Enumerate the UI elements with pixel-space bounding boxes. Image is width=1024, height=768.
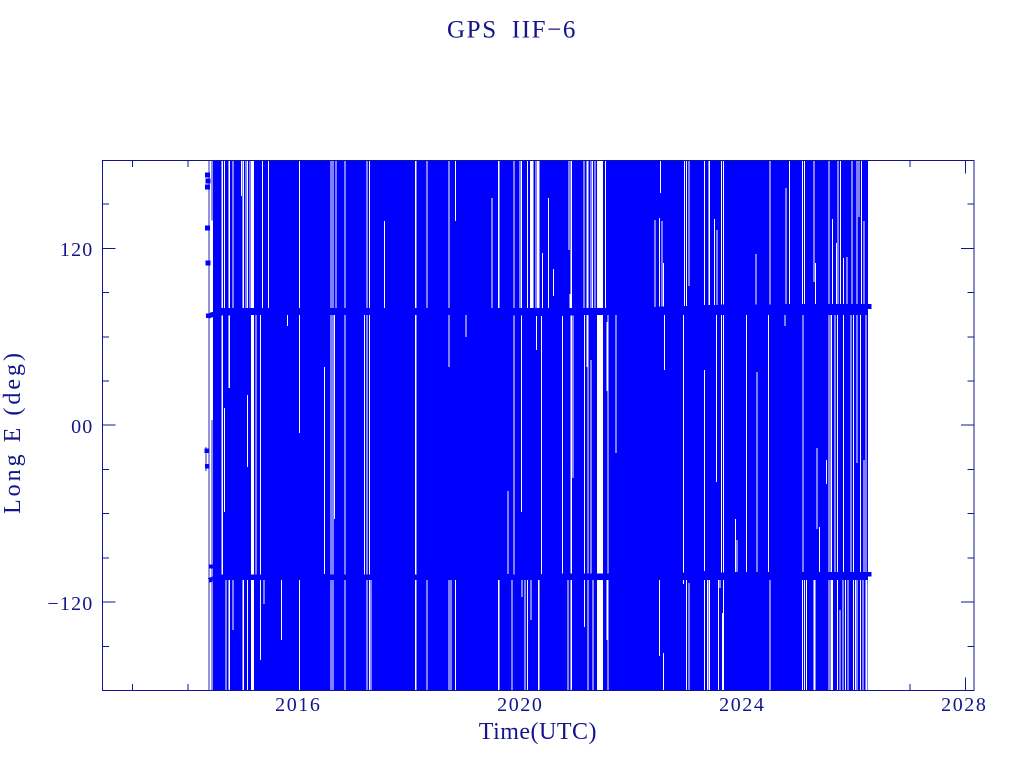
svg-text:−120: −120 xyxy=(47,593,93,615)
svg-text:2024: 2024 xyxy=(719,694,765,716)
svg-text:120: 120 xyxy=(60,239,94,261)
svg-text:GPS IIF−6: GPS IIF−6 xyxy=(447,17,577,44)
svg-text:2016: 2016 xyxy=(275,694,321,716)
svg-text:Time(UTC): Time(UTC) xyxy=(479,719,597,745)
svg-text:00: 00 xyxy=(71,416,93,438)
svg-text:2020: 2020 xyxy=(497,694,543,716)
svg-text:2028: 2028 xyxy=(941,694,987,716)
svg-text:Long E (deg): Long E (deg) xyxy=(0,350,26,514)
